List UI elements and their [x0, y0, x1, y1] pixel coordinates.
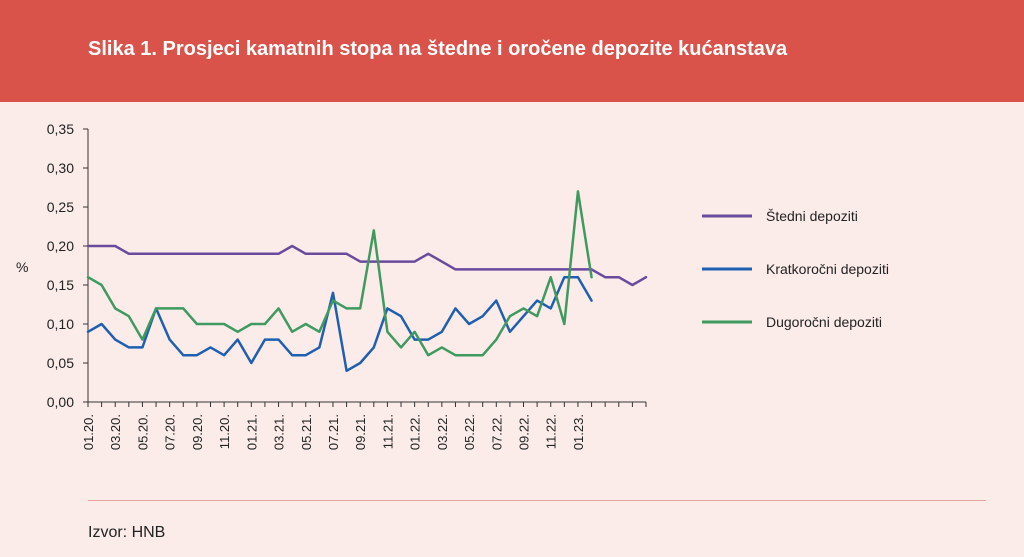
- x-tick-label: 03.20.: [108, 414, 123, 450]
- x-tick-label: 09.22.: [517, 414, 532, 450]
- x-tick-label: 05.22.: [462, 414, 477, 450]
- x-tick-label: 11.21.: [380, 414, 395, 449]
- x-tick-label: 07.20.: [163, 414, 178, 450]
- y-tick-label: 0,10: [47, 316, 74, 332]
- x-tick-label: 05.20.: [135, 414, 150, 450]
- chart-title: Slika 1. Prosjeci kamatnih stopa na šted…: [88, 38, 788, 60]
- x-tick-label: 03.22.: [435, 414, 450, 450]
- line-chart: 0,00 0,05 0,10 0,15 0,20 0,25 0,30 0,35% 01.20. 0…: [16, 121, 889, 450]
- source-label: Izvor: HNB: [88, 524, 166, 541]
- series-line-3: [86, 190, 593, 357]
- x-tick-label: 09.21.: [353, 414, 368, 450]
- x-tick-label: 05.21.: [299, 414, 314, 450]
- y-tick-label: 0,05: [47, 355, 74, 371]
- legend-label: Kratkoročni depoziti: [766, 261, 889, 277]
- legend-label: Štedni depoziti: [766, 208, 858, 224]
- y-tick-label: 0,35: [47, 121, 74, 137]
- x-tick-label: 11.22.: [544, 414, 559, 449]
- y-tick-label: 0,25: [47, 199, 74, 215]
- y-tick-label: 0,30: [47, 160, 74, 176]
- x-tick-label: 07.21.: [326, 414, 341, 450]
- x-tick-label: 01.21.: [244, 414, 259, 450]
- x-tick-label: 03.21.: [272, 414, 287, 450]
- y-tick-label: 0,00: [47, 394, 74, 410]
- chart-header: Slika 1. Prosjeci kamatnih stopa na šted…: [0, 0, 1024, 102]
- x-tick-label: 01.23.: [571, 414, 586, 450]
- x-tick-label: 07.22.: [489, 414, 504, 450]
- y-tick-label: 0,15: [47, 277, 74, 293]
- x-tick-label: 01.22.: [408, 414, 423, 450]
- series-line-1: [86, 244, 648, 287]
- x-tick-label: 11.20.: [217, 414, 232, 449]
- divider: [88, 500, 986, 501]
- y-axis-label: %: [16, 259, 28, 275]
- y-tick-label: 0,20: [47, 238, 74, 254]
- legend-label: Dugoročni depoziti: [766, 314, 882, 330]
- series-line-2: [86, 275, 593, 373]
- x-tick-label: 09.20.: [190, 414, 205, 450]
- x-tick-label: 01.20.: [81, 414, 96, 450]
